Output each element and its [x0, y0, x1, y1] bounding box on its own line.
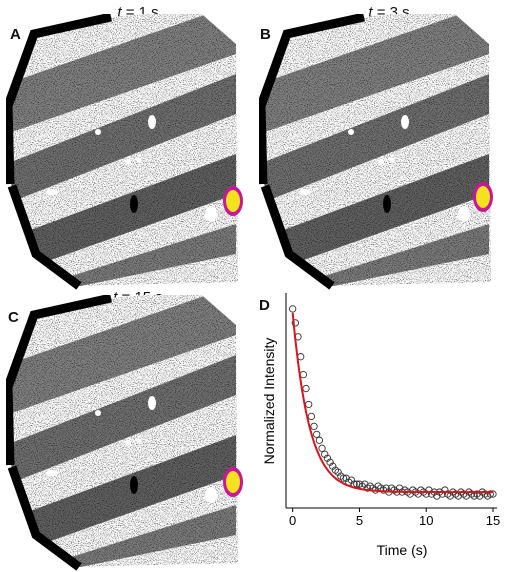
- chart-ticks: 0 5 10 15: [289, 508, 500, 528]
- data-point: [347, 476, 356, 484]
- y-axis-label: Normalized Intensity: [261, 338, 277, 465]
- data-point: [313, 430, 321, 438]
- bleach-spot-b: [476, 186, 490, 208]
- data-point: [329, 462, 337, 470]
- data-point: [441, 486, 449, 494]
- chart-points: [289, 305, 497, 500]
- data-point: [291, 319, 299, 327]
- data-point: [339, 474, 348, 482]
- data-point: [326, 458, 334, 466]
- data-point: [302, 384, 310, 393]
- data-point: [489, 490, 497, 498]
- x-axis-label: Time (s): [377, 542, 428, 558]
- data-point: [289, 305, 297, 313]
- x-tick-label: 15: [486, 513, 500, 528]
- data-point: [310, 422, 318, 431]
- data-point: [438, 490, 446, 498]
- intensity-decay-chart: 0 5 10 15 Time (s) Normalized Intensity: [261, 293, 500, 558]
- data-point: [323, 454, 332, 462]
- panel-d: D 0 5 10 15 Time (s) Normalized Intensity: [255, 285, 510, 562]
- data-point: [334, 468, 342, 476]
- panel-c: C t = 15 s: [0, 285, 250, 562]
- bleach-spot-a: [226, 190, 240, 212]
- bleach-spot-c: [226, 471, 240, 493]
- panel-b: B t = 3 s: [255, 0, 505, 280]
- data-point: [305, 400, 313, 409]
- panel-a: A t = 1 s: [0, 0, 250, 280]
- data-point: [299, 370, 308, 379]
- panel-label-d: D: [259, 297, 270, 314]
- data-point: [321, 450, 329, 458]
- x-tick-label: 10: [419, 513, 433, 528]
- data-point: [315, 436, 324, 444]
- panel-label-a: A: [10, 26, 21, 43]
- micrograph-c: [6, 295, 256, 572]
- data-point: [486, 490, 494, 498]
- data-point: [422, 490, 430, 498]
- x-tick-label: 5: [356, 513, 363, 528]
- chart-axes: [285, 293, 497, 509]
- x-tick-label: 0: [289, 513, 296, 528]
- panel-label-b: B: [260, 26, 271, 43]
- micrograph-b: [259, 14, 509, 294]
- data-point: [307, 412, 316, 421]
- panel-label-c: C: [8, 309, 19, 326]
- data-point: [318, 444, 326, 452]
- micrograph-a: [6, 14, 256, 294]
- fit-curve: [291, 312, 493, 494]
